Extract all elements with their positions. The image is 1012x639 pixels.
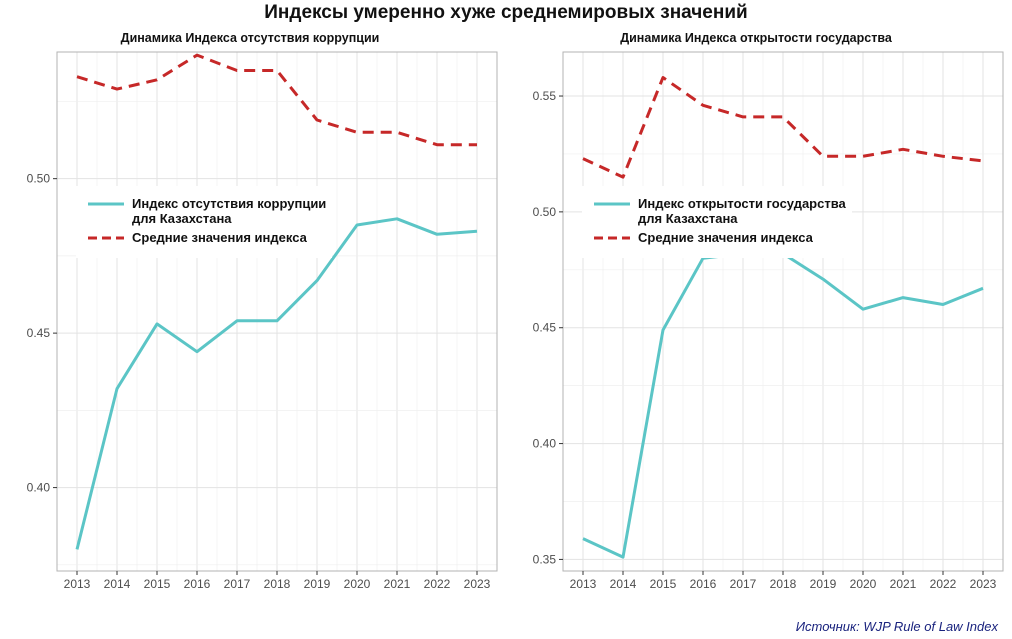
grid — [57, 52, 497, 571]
legend: Индекс открытости государства для Казахс… — [582, 186, 852, 258]
x-tick-label: 2014 — [104, 577, 131, 591]
y-tick-label: 0.40 — [27, 481, 51, 495]
x-tick-label: 2016 — [690, 577, 717, 591]
y-tick-label: 0.45 — [533, 321, 557, 335]
x-tick-label: 2023 — [464, 577, 491, 591]
legend-label: Индекс открытости государства для Казахс… — [638, 196, 846, 226]
chart-title: Динамика Индекса отсутствия коррупции — [120, 31, 380, 45]
y-tick-label: 0.40 — [533, 437, 557, 451]
x-tick-label: 2017 — [730, 577, 757, 591]
legend-label: Средние значения индекса — [638, 230, 813, 245]
legend-item-avg: Средние значения индекса — [86, 230, 326, 246]
x-tick-label: 2023 — [970, 577, 997, 591]
chart-svg: 2013 2014 2015 2016 2017 2018 2019 2020 2021 2022… — [27, 51, 498, 591]
legend-item-kz: Индекс отсутствия коррупции для Казахста… — [86, 196, 326, 226]
legend-swatch-dashed — [594, 236, 630, 240]
y-tick-label: 0.50 — [533, 205, 557, 219]
x-tick-label: 2021 — [384, 577, 411, 591]
legend-item-avg: Средние значения индекса — [592, 230, 846, 246]
chart-title: Динамика Индекса открытости государства — [620, 31, 892, 45]
y-tick-label: 0.50 — [27, 172, 51, 186]
chart-svg: 2013 2014 2015 2016 2017 2018 2019 2020 2021 2022… — [533, 51, 1004, 591]
legend-swatch-solid — [88, 202, 124, 206]
legend-swatch-dashed — [88, 236, 124, 240]
grid — [563, 52, 1003, 571]
x-tick-label: 2020 — [344, 577, 371, 591]
x-tick-label: 2015 — [144, 577, 171, 591]
chart-panel-corruption: Динамика Индекса отсутствия коррупции 20… — [0, 28, 500, 600]
legend-label: Средние значения индекса — [132, 230, 307, 245]
y-tick-label: 0.55 — [533, 89, 557, 103]
x-tick-label: 2015 — [650, 577, 677, 591]
x-tick-label: 2018 — [264, 577, 291, 591]
y-tick-label: 0.35 — [533, 552, 557, 566]
main-title: Индексы умеренно хуже среднемировых знач… — [264, 2, 748, 23]
x-tick-label: 2016 — [184, 577, 211, 591]
x-tick-label: 2013 — [570, 577, 597, 591]
x-tick-label: 2013 — [64, 577, 91, 591]
x-tick-label: 2021 — [890, 577, 917, 591]
source-note: Источник: WJP Rule of Law Index — [795, 619, 998, 634]
x-tick-label: 2020 — [850, 577, 877, 591]
x-tick-label: 2022 — [930, 577, 957, 591]
series-line-average — [582, 76, 984, 179]
x-tick-label: 2019 — [304, 577, 331, 591]
legend: Индекс отсутствия коррупции для Казахста… — [76, 186, 333, 258]
series-line-kazakhstan — [75, 217, 478, 550]
x-tick-label: 2019 — [810, 577, 837, 591]
legend-item-kz: Индекс открытости государства для Казахс… — [592, 196, 846, 226]
x-tick-label: 2018 — [770, 577, 797, 591]
x-tick-label: 2014 — [610, 577, 637, 591]
y-tick-label: 0.45 — [27, 326, 51, 340]
legend-swatch-solid — [594, 202, 630, 206]
chart-panel-openness: Динамика Индекса открытости государства … — [506, 28, 1006, 600]
legend-label: Индекс отсутствия коррупции для Казахста… — [132, 196, 327, 226]
x-tick-label: 2017 — [224, 577, 251, 591]
x-tick-label: 2022 — [424, 577, 451, 591]
